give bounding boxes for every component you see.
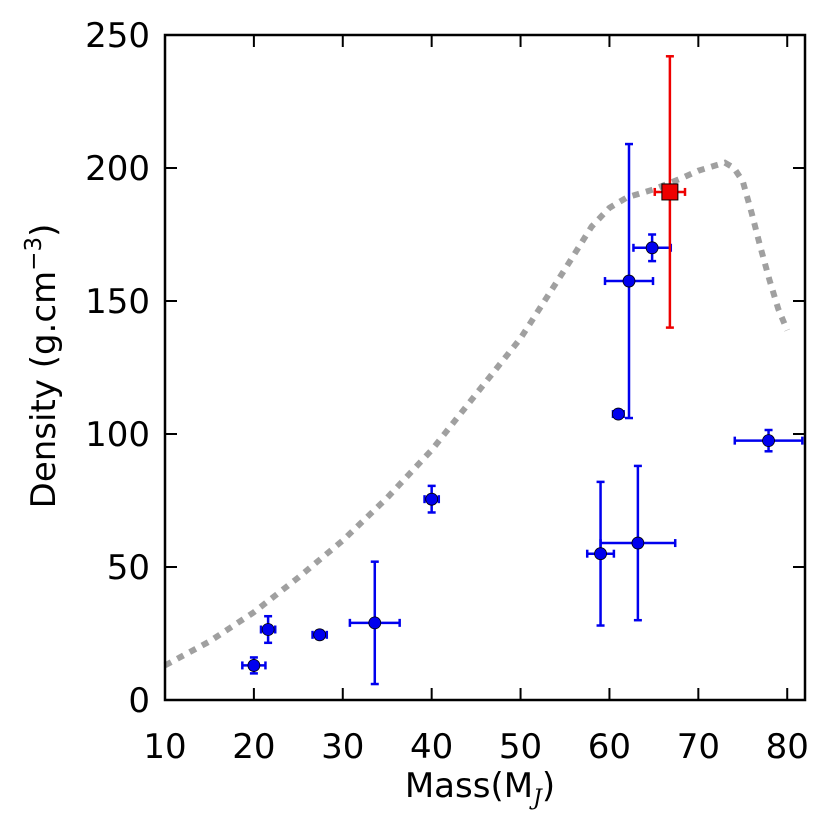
x-tick-label: 10 bbox=[143, 727, 186, 767]
data-point bbox=[631, 536, 645, 550]
y-tick-label: 100 bbox=[85, 415, 150, 455]
data-point bbox=[622, 274, 636, 288]
plot-frame bbox=[163, 33, 807, 702]
y-tick-label: 0 bbox=[128, 681, 150, 721]
x-tick-label: 40 bbox=[410, 727, 453, 767]
x-tick-label: 20 bbox=[232, 727, 275, 767]
data-point bbox=[368, 616, 382, 630]
x-axis-label-subscript: J bbox=[529, 786, 543, 811]
y-axis-label: Density (g.cm−3) bbox=[21, 224, 64, 509]
x-tick-label: 50 bbox=[499, 727, 542, 767]
x-axis-ticks: 10 20 30 40 50 60 70 80 bbox=[143, 35, 809, 767]
data-point-square bbox=[661, 183, 679, 201]
model-curve bbox=[163, 159, 790, 669]
data-point bbox=[261, 623, 275, 636]
data-point bbox=[645, 241, 659, 255]
x-axis-label-main: Mass(M bbox=[405, 766, 533, 806]
y-axis-ticks: 0 50 100 150 200 250 bbox=[85, 16, 805, 721]
x-tick-label: 30 bbox=[321, 727, 364, 767]
x-tick-label: 70 bbox=[677, 727, 720, 767]
y-tick-label: 200 bbox=[85, 149, 150, 189]
y-axis-label-main: Density (g.cm bbox=[24, 271, 64, 509]
x-axis-label-close: ) bbox=[542, 766, 555, 806]
y-tick-label: 50 bbox=[107, 548, 150, 588]
x-tick-label: 80 bbox=[766, 727, 809, 767]
data-point bbox=[762, 434, 775, 448]
error-bars bbox=[241, 55, 804, 686]
data-point bbox=[594, 547, 607, 561]
y-axis-label-close: ) bbox=[24, 224, 64, 237]
data-point bbox=[247, 659, 261, 672]
x-tick-label: 60 bbox=[588, 727, 631, 767]
data-point bbox=[313, 628, 327, 642]
y-tick-label: 250 bbox=[85, 16, 150, 56]
data-point bbox=[611, 407, 625, 421]
y-tick-label: 150 bbox=[85, 282, 150, 322]
data-point bbox=[425, 492, 439, 506]
y-axis-label-superscript: −3 bbox=[21, 237, 47, 271]
data-markers bbox=[247, 183, 775, 672]
x-axis-label: Mass(MJ) bbox=[405, 766, 555, 811]
